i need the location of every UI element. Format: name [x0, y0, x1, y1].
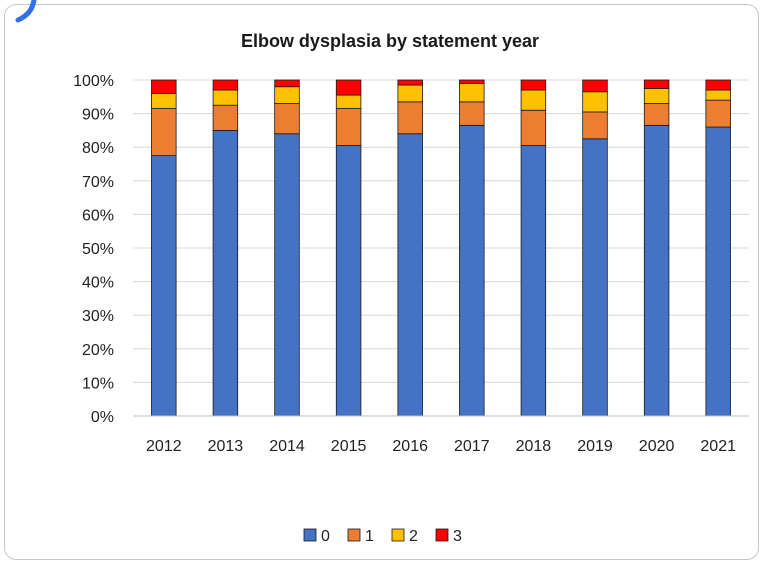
x-axis-ticks: 2012 2013 2014 2015 2016 2017 2018 2019 2020 2021	[146, 438, 736, 455]
x-tick-label: 2019	[577, 438, 613, 455]
bar-segment-2015-series-3	[335, 79, 362, 96]
corner-arc-decoration	[15, 0, 37, 23]
bar-segment-2013-series-0	[212, 129, 239, 417]
y-tick-label: 0%	[91, 409, 114, 426]
bar-segment-2020-series-2	[643, 88, 670, 104]
x-tick-label: 2020	[639, 438, 675, 455]
legend-swatch-0	[303, 528, 317, 542]
bar-segment-2013-series-1	[212, 104, 239, 131]
bar-segment-2016-series-0	[397, 133, 423, 417]
bar-segment-2014-series-3	[274, 79, 300, 88]
bar-segment-2016-series-3	[397, 79, 423, 86]
x-tick-label: 2018	[516, 438, 552, 455]
bar-segment-2019-series-0	[582, 138, 608, 417]
x-tick-label: 2015	[331, 438, 367, 455]
bar-segment-2017-series-1	[459, 101, 485, 126]
x-tick-label: 2012	[146, 438, 182, 455]
bar-segment-2021-series-2	[705, 89, 731, 101]
legend-label: 2	[409, 528, 418, 545]
y-tick-label: 90%	[82, 107, 114, 124]
bar-segment-2014-series-1	[274, 103, 300, 135]
y-tick-label: 60%	[82, 207, 114, 224]
bar-segment-2013-series-2	[212, 89, 239, 106]
x-tick-label: 2013	[208, 438, 244, 455]
bar-segment-2021-series-1	[705, 99, 731, 128]
x-tick-label: 2016	[392, 438, 428, 455]
bar-segment-2019-series-1	[582, 111, 608, 140]
legend-swatch-1	[347, 528, 361, 542]
legend-label: 0	[321, 528, 330, 545]
legend-label: 1	[365, 528, 374, 545]
bar-segment-2015-series-1	[335, 108, 362, 146]
bar-segment-2012-series-2	[151, 93, 177, 109]
y-tick-label: 50%	[82, 241, 114, 258]
x-tick-label: 2017	[454, 438, 490, 455]
bar-segment-2021-series-3	[705, 79, 731, 91]
bar-segment-2019-series-2	[582, 91, 608, 113]
y-tick-label: 100%	[73, 73, 114, 90]
y-axis-ticks: 0% 10% 20% 30% 40% 50% 60% 70% 80% 90% 100%	[73, 73, 114, 426]
bar-segment-2019-series-3	[582, 79, 608, 93]
x-tick-label: 2021	[700, 438, 736, 455]
bar-segment-2021-series-0	[705, 126, 731, 417]
y-tick-label: 40%	[82, 275, 114, 292]
bar-segment-2017-series-0	[459, 124, 485, 417]
bar-segment-2018-series-3	[520, 79, 547, 91]
legend-label: 3	[453, 528, 462, 545]
bar-segment-2020-series-1	[643, 103, 670, 126]
bar-segment-2020-series-0	[643, 124, 670, 417]
bar-segment-2013-series-3	[212, 79, 239, 91]
bar-segment-2020-series-3	[643, 79, 670, 89]
y-tick-label: 20%	[82, 342, 114, 359]
bar-segment-2015-series-0	[335, 145, 362, 417]
bar-segment-2016-series-2	[397, 84, 423, 103]
bars	[151, 79, 731, 417]
bar-segment-2012-series-3	[151, 79, 177, 94]
bar-segment-2012-series-1	[151, 108, 177, 156]
bar-segment-2017-series-3	[459, 79, 485, 84]
y-tick-label: 80%	[82, 140, 114, 157]
bar-segment-2012-series-0	[151, 155, 177, 417]
bar-segment-2018-series-2	[520, 89, 547, 111]
y-tick-label: 70%	[82, 174, 114, 191]
legend-swatch-3	[435, 528, 449, 542]
legend: 0 1 2 3	[303, 528, 462, 545]
bar-segment-2018-series-0	[520, 145, 547, 417]
bar-segment-2015-series-2	[335, 94, 362, 109]
bar-segment-2016-series-1	[397, 101, 423, 135]
x-tick-label: 2014	[269, 438, 305, 455]
y-tick-label: 10%	[82, 375, 114, 392]
bar-segment-2014-series-0	[274, 133, 300, 417]
bar-segment-2018-series-1	[520, 109, 547, 146]
y-tick-label: 30%	[82, 308, 114, 325]
bar-segment-2017-series-2	[459, 82, 485, 103]
bar-segment-2014-series-2	[274, 86, 300, 104]
legend-swatch-2	[391, 528, 405, 542]
chart-title: Elbow dysplasia by statement year	[241, 31, 539, 51]
